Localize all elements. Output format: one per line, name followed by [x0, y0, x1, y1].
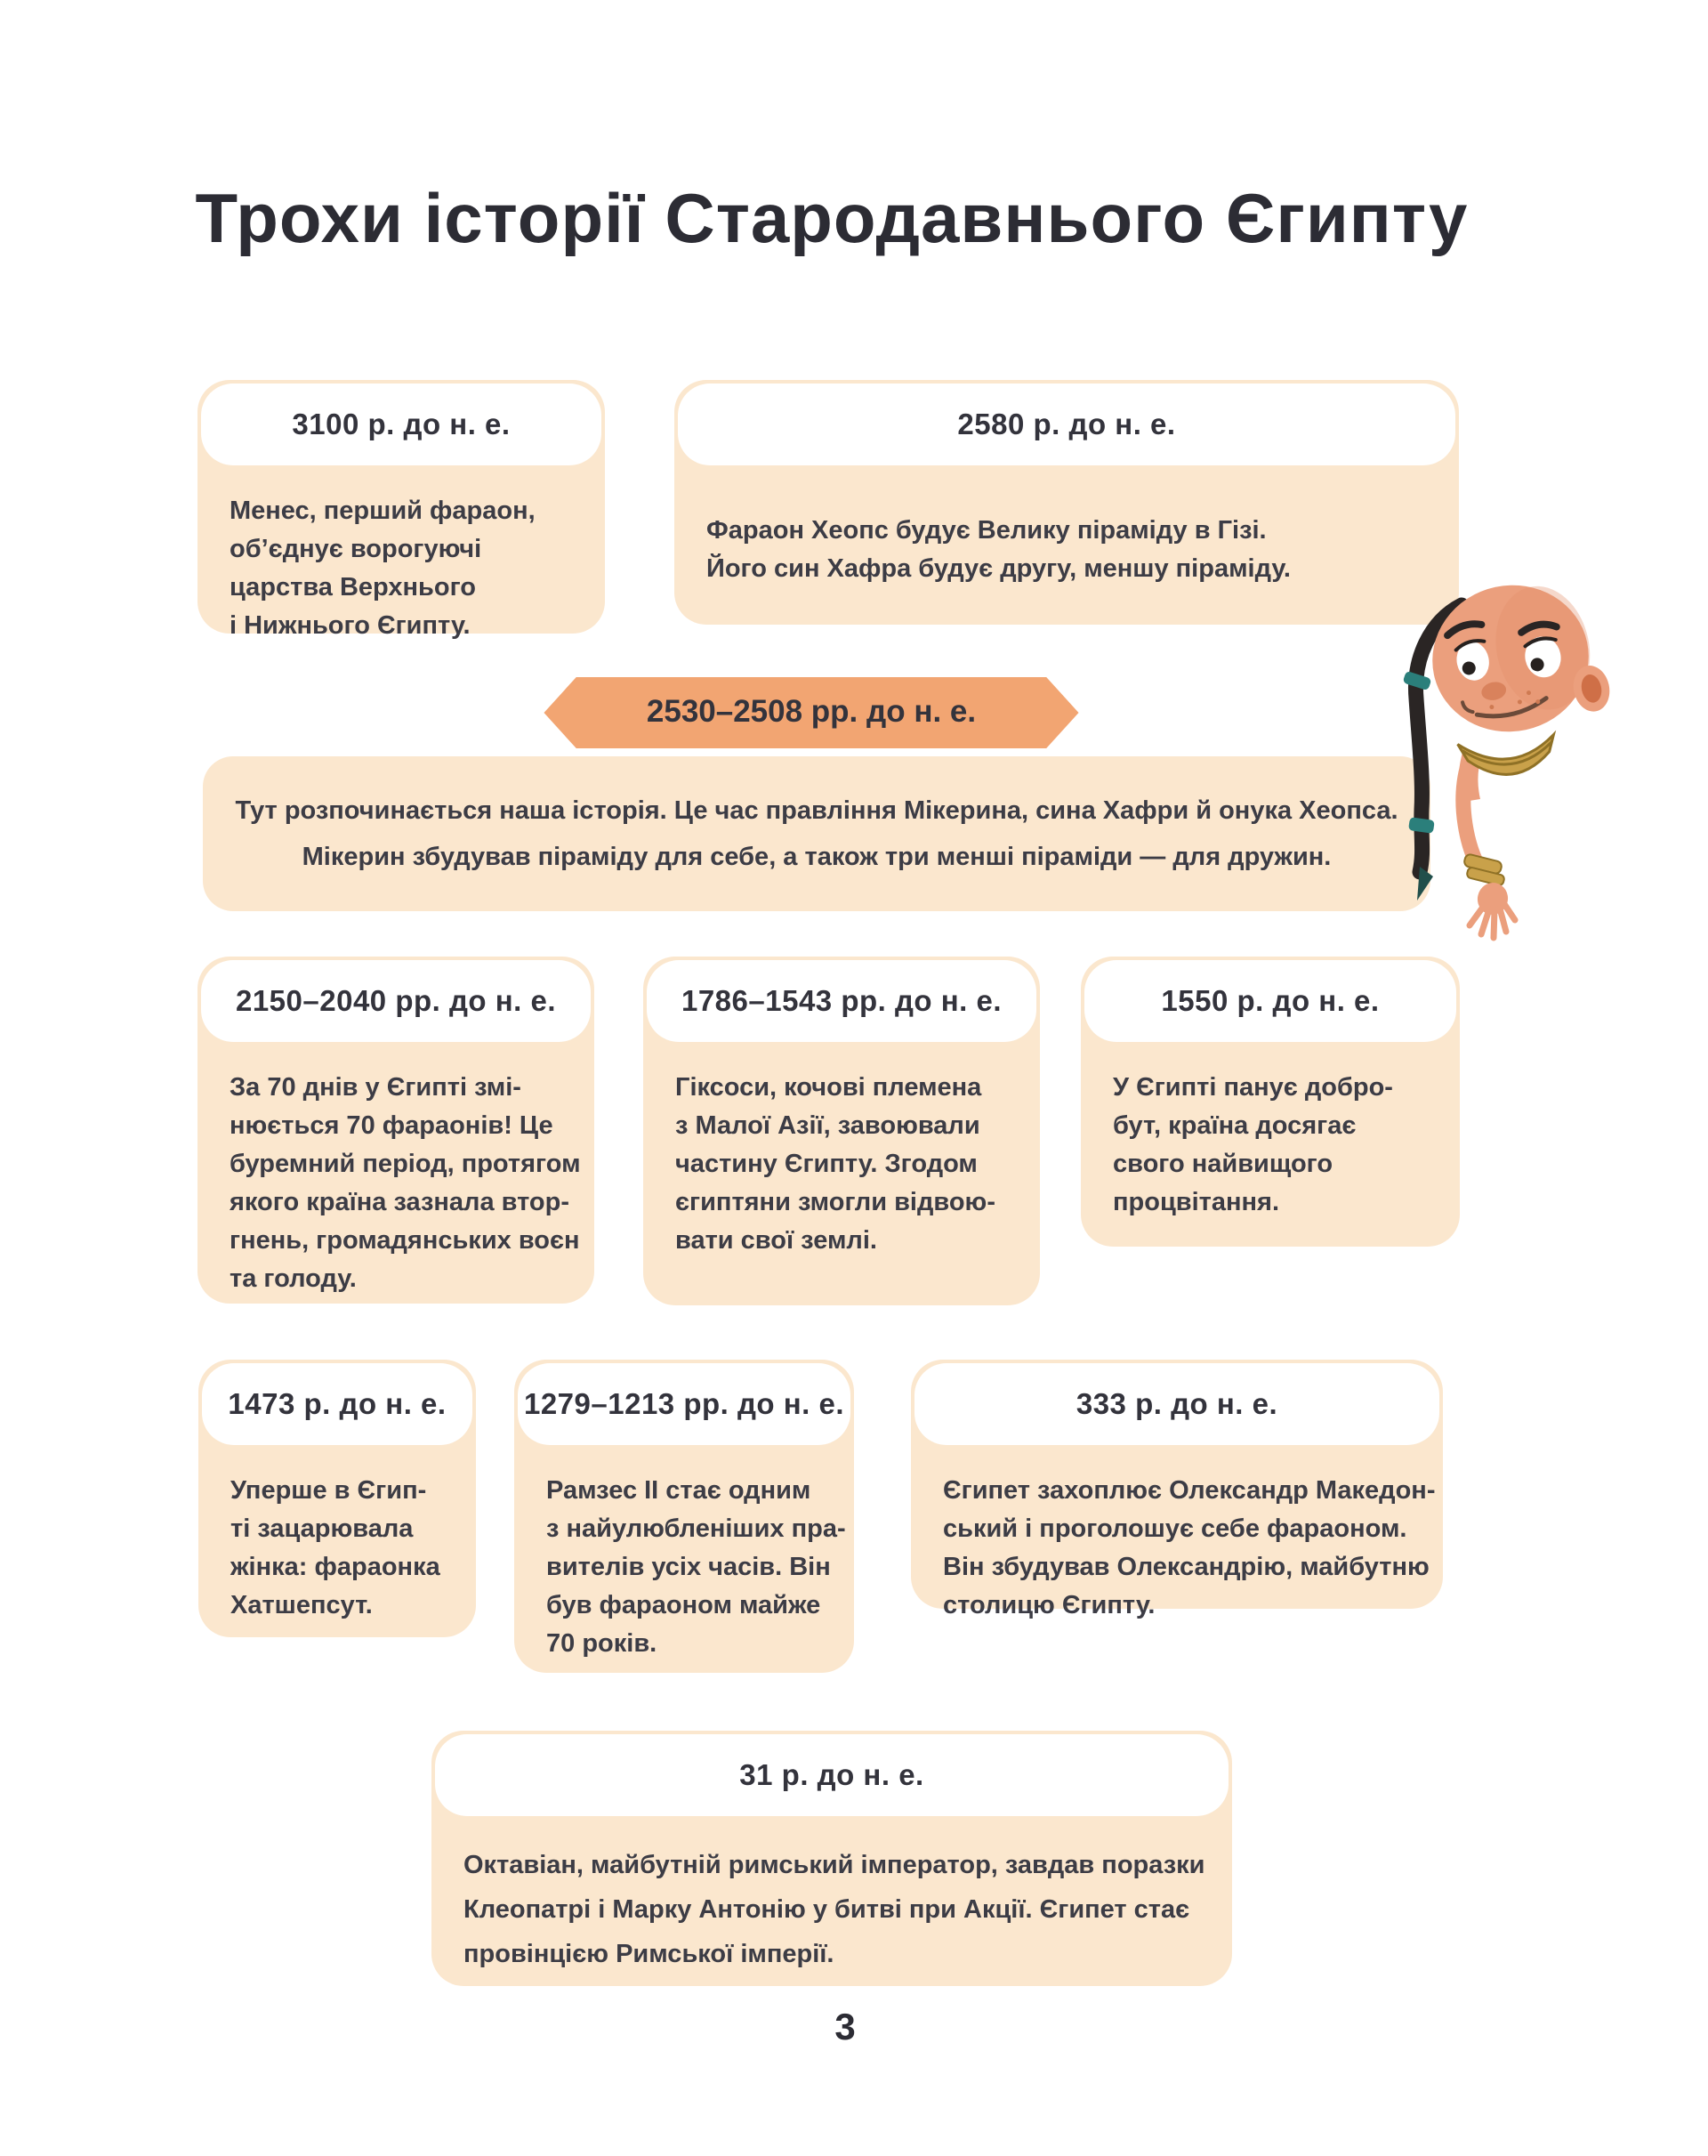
card-text: Уперше в Єгип- ті зацарювала жінка: фара… [198, 1445, 476, 1625]
card-text-line: У Єгипті панує добро- [1113, 1073, 1393, 1102]
card-text-line: жінка: фараонка [230, 1553, 440, 1581]
story-banner: Тут розпочинається наша історія. Це час … [203, 756, 1430, 911]
timeline-card-2580: 2580 р. до н. е. Фараон Хеопс будує Вели… [674, 380, 1459, 625]
card-date: 3100 р. до н. е. [201, 384, 601, 465]
card-text: Єгипет захоплює Олександр Македон- ський… [911, 1445, 1443, 1625]
hexagon-shape [534, 670, 1089, 755]
card-text-line: Клеопатрі і Марку Антонію у битві при Ак… [463, 1895, 1190, 1924]
card-text-line: буремний період, протягом [230, 1150, 581, 1178]
card-text-line: ті зацарювала [230, 1514, 414, 1543]
card-text-line: якого країна зазнала втор- [230, 1188, 569, 1216]
card-text: Октавіан, майбутній римський імператор, … [431, 1816, 1232, 1976]
card-text-line: з найулюбленіших пра- [546, 1514, 846, 1543]
card-text-line: свого найвищого [1113, 1150, 1333, 1178]
card-text-line: частину Єгипту. Згодом [675, 1150, 978, 1178]
card-text-line: За 70 днів у Єгипті змі- [230, 1073, 521, 1102]
page-number: 3 [834, 2006, 856, 2047]
card-text-line: Гіксоси, кочові племена [675, 1073, 982, 1102]
card-text: Менес, перший фараон, об’єднує ворогуючі… [197, 465, 605, 645]
card-text-line: столицю Єгипту. [943, 1591, 1156, 1619]
timeline-card-1550: 1550 р. до н. е. У Єгипті панує добро- б… [1081, 957, 1460, 1247]
card-text-line: нюється 70 фараонів! Це [230, 1111, 553, 1140]
timeline-card-333: 333 р. до н. е. Єгипет захоплює Олександ… [911, 1360, 1443, 1619]
card-text-line: 70 років. [546, 1629, 657, 1658]
card-date: 333 р. до н. е. [914, 1363, 1439, 1445]
timeline-card-3100: 3100 р. до н. е. Менес, перший фараон, о… [197, 380, 605, 640]
card-date: 2150–2040 рр. до н. е. [201, 960, 591, 1042]
card-text-line: єгиптяни змогли відвою- [675, 1188, 995, 1216]
timeline-badge-2530-2508: 2530–2508 рр. до н. е. [534, 667, 1089, 758]
card-text-line: Фараон Хеопс будує Велику піраміду в Гіз… [706, 516, 1267, 545]
card-text-line: Він збудував Олександрію, майбутню [943, 1553, 1430, 1581]
timeline-card-1473: 1473 р. до н. е. Уперше в Єгип- ті зацар… [198, 1360, 476, 1637]
card-text-line: вати свої землі. [675, 1226, 877, 1255]
card-text: За 70 днів у Єгипті змі- нюється 70 фара… [197, 1042, 594, 1298]
card-text-line: Уперше в Єгип- [230, 1476, 427, 1505]
card-text-line: Його син Хафра будує другу, меншу пірамі… [706, 554, 1291, 583]
card-text-line: і Нижнього Єгипту. [230, 611, 471, 640]
banner-line: Тут розпочинається наша історія. Це час … [235, 796, 1398, 825]
card-text-line: та голоду. [230, 1264, 357, 1293]
card-text-line: бут, країна досягає [1113, 1111, 1357, 1140]
card-text-line: процвітання. [1113, 1188, 1279, 1216]
card-text-line: ський і проголошує себе фараоном. [943, 1514, 1407, 1543]
page-title: Трохи історії Стародавнього Єгипту [195, 179, 1469, 257]
card-text: Фараон Хеопс будує Велику піраміду в Гіз… [674, 465, 1459, 588]
egyptian-boy-illustration [1403, 585, 1610, 941]
timeline-card-2150-2040: 2150–2040 рр. до н. е. За 70 днів у Єгип… [197, 957, 594, 1304]
card-text-line: Хатшепсут. [230, 1591, 373, 1619]
card-date: 2580 р. до н. е. [678, 384, 1455, 465]
timeline-card-1279-1213: 1279–1213 рр. до н. е. Рамзес ІІ стає од… [514, 1360, 854, 1673]
card-date: 1279–1213 рр. до н. е. [518, 1363, 850, 1445]
card-text: У Єгипті панує добро- бут, країна досяга… [1081, 1042, 1460, 1222]
card-text-line: царства Верхнього [230, 573, 476, 602]
card-text-line: Менес, перший фараон, [230, 497, 536, 525]
card-date: 31 р. до н. е. [435, 1734, 1229, 1816]
card-text-line: об’єднує ворогуючі [230, 535, 482, 563]
card-text-line: Рамзес ІІ стає одним [546, 1476, 811, 1505]
banner-line: Мікерин збудував піраміду для себе, а та… [302, 843, 1332, 871]
card-text-line: гнень, громадянських воєн [230, 1226, 580, 1255]
badge-date: 2530–2508 рр. до н. е. [646, 694, 977, 729]
card-text-line: провінцією Римської імперії. [463, 1940, 834, 1968]
card-text: Рамзес ІІ стає одним з найулюбленіших пр… [514, 1445, 854, 1663]
card-text-line: Єгипет захоплює Олександр Македон- [943, 1476, 1436, 1505]
card-date: 1550 р. до н. е. [1084, 960, 1456, 1042]
card-text-line: з Малої Азії, завоювали [675, 1111, 980, 1140]
timeline-card-1786-1543: 1786–1543 рр. до н. е. Гіксоси, кочові п… [643, 957, 1040, 1305]
card-text-line: вителів усіх часів. Він [546, 1553, 831, 1581]
card-text-line: був фараоном майже [546, 1591, 821, 1619]
card-date: 1473 р. до н. е. [202, 1363, 472, 1445]
card-text: Гіксоси, кочові племена з Малої Азії, за… [643, 1042, 1040, 1260]
card-date: 1786–1543 рр. до н. е. [647, 960, 1036, 1042]
timeline-card-31: 31 р. до н. е. Октавіан, майбутній римсь… [431, 1731, 1232, 1986]
card-text-line: Октавіан, майбутній римський імператор, … [463, 1851, 1205, 1879]
